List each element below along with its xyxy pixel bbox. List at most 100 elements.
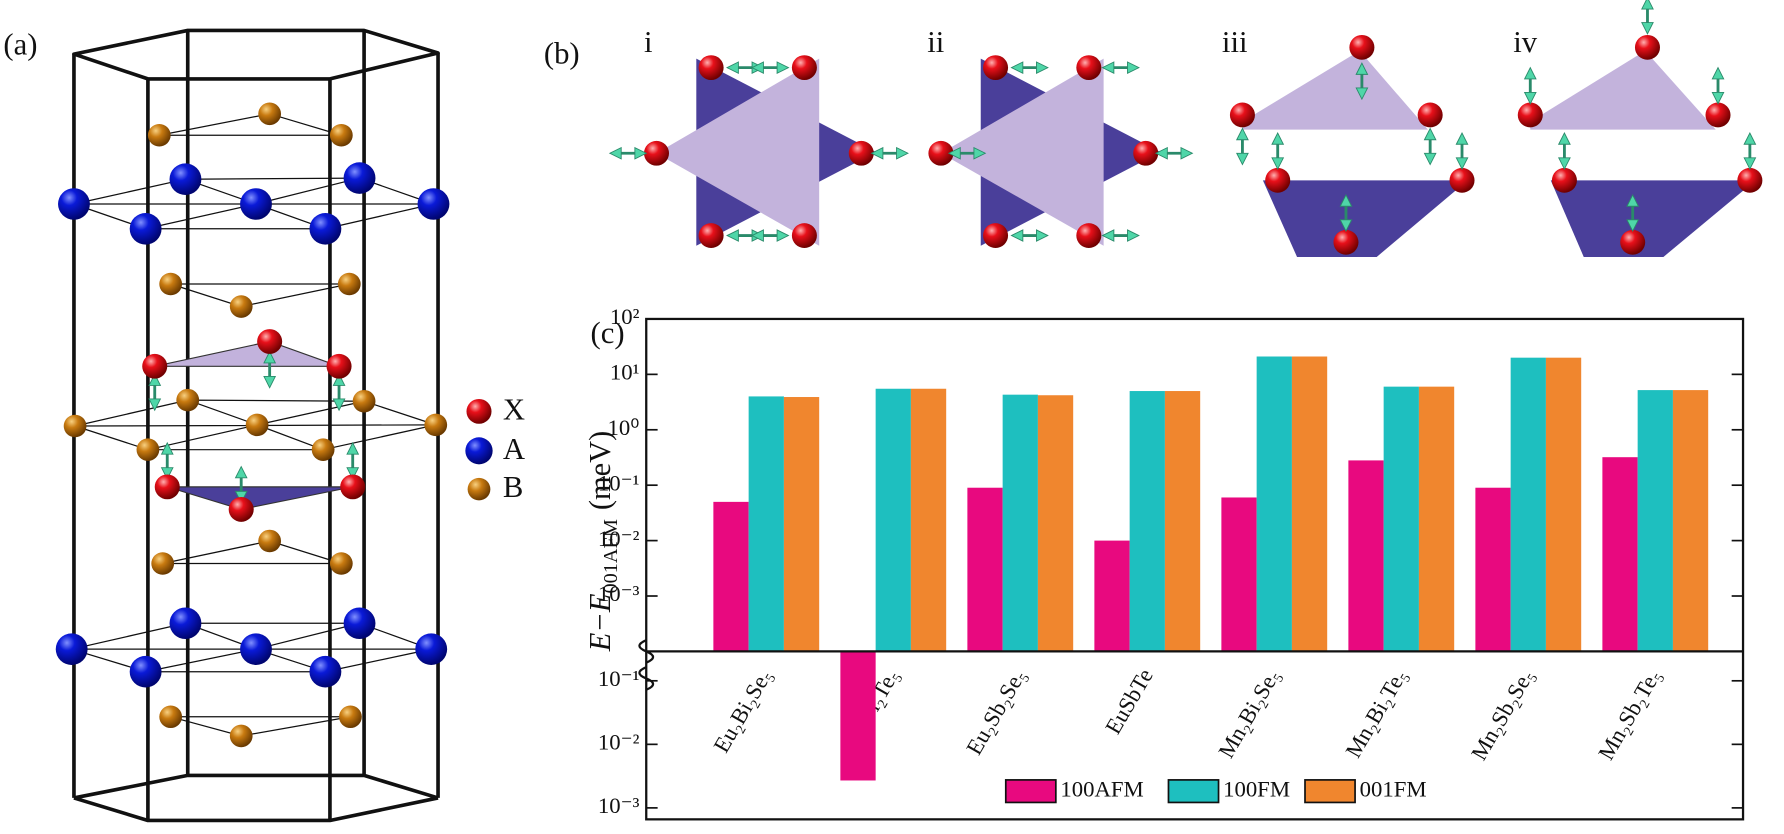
atom: [983, 55, 1009, 81]
atom: [1349, 34, 1375, 60]
spin-arrow: [750, 228, 790, 243]
atom: [698, 55, 724, 81]
y-axis-label: E−E001AFM (meV): [583, 431, 622, 652]
y-label-unit: (meV): [583, 431, 617, 510]
atoms-x: [142, 329, 366, 522]
atom: [1705, 102, 1731, 128]
atom: [245, 413, 269, 437]
panel-label: (c): [590, 316, 624, 350]
triangle-light: [940, 58, 1104, 246]
axis-break: [638, 639, 655, 691]
legend-swatch: [1167, 779, 1220, 804]
plot-frame: [645, 317, 1745, 821]
atom: [169, 163, 202, 195]
bar: [1164, 391, 1201, 652]
spin-arrow: [331, 372, 347, 412]
x-tick-label: Mn₂Sb₂Te₅: [1593, 664, 1666, 764]
atom: [424, 413, 448, 437]
axis-frame: [638, 317, 1745, 821]
atom: [136, 438, 160, 461]
legend-label: 001FM: [1360, 776, 1427, 801]
spin-arrow: [1454, 131, 1470, 171]
atom: [698, 223, 724, 248]
spin-arrow: [1235, 127, 1250, 166]
atom: [1517, 102, 1543, 128]
legend-swatch: [465, 437, 493, 465]
legend-swatch: [1304, 779, 1356, 804]
legend-label: 100AFM: [1060, 776, 1143, 801]
y-tick-label: 10⁰: [608, 415, 640, 440]
atom: [258, 529, 282, 553]
atom: [326, 353, 352, 379]
bar: [748, 396, 784, 652]
spin-arrow: [608, 146, 648, 161]
atom: [791, 223, 817, 248]
bar: [1602, 457, 1638, 652]
spin-arrow: [1557, 131, 1572, 171]
spin-arrow: [160, 441, 175, 481]
atom: [643, 140, 669, 166]
atom: [58, 188, 90, 220]
atom: [147, 123, 171, 147]
atom: [1417, 102, 1443, 128]
bar: [1672, 390, 1709, 652]
atom: [228, 497, 254, 522]
spin-arrow: [1270, 131, 1285, 171]
cell-edge: [73, 773, 439, 800]
atoms-b: [63, 102, 448, 748]
atom: [1076, 223, 1102, 248]
atom: [337, 272, 361, 296]
atoms: [55, 102, 450, 748]
spin-arrow: [870, 146, 910, 161]
legend-swatch: [1004, 779, 1057, 804]
atom-legend: X A B: [465, 393, 525, 504]
atom: [129, 213, 162, 245]
triangle-dark: [1550, 180, 1756, 257]
atom: [1634, 34, 1660, 60]
bar: [713, 501, 749, 652]
y-label-sub: 001AFM: [600, 519, 622, 593]
y-tick-label: 10⁻²: [598, 526, 640, 551]
plot-area: 10⁻³ 10⁻² 10⁻¹ 10⁰ 10¹ 10² 10⁻¹ 10⁻² 10⁻³ Eu₂Bi₂S…: [598, 304, 1744, 818]
config-label: i: [644, 25, 653, 59]
atom: [343, 162, 376, 194]
y-tick-label: 10²: [610, 304, 640, 329]
spin-arrow: [1640, 0, 1655, 36]
spin-arrow: [750, 60, 790, 75]
atom: [159, 272, 183, 296]
spin-arrow: [1423, 127, 1438, 166]
spin-arrow: [1710, 66, 1726, 106]
panel-label: (b): [544, 36, 580, 70]
cell-edge: [72, 28, 440, 81]
spin-arrow: [1101, 228, 1141, 243]
bar: [1348, 460, 1384, 652]
atom: [176, 388, 200, 412]
x-tick-label: Eu₂Bi₂Se₅: [708, 664, 776, 756]
spin-arrow: [1101, 60, 1141, 75]
y-label-main: E−E: [583, 593, 617, 652]
panel-label: (a): [3, 27, 37, 61]
triangle-light: [656, 58, 820, 246]
spin-arrow: [1742, 131, 1757, 171]
atom: [1133, 140, 1159, 166]
atom: [417, 188, 450, 220]
atom: [415, 633, 448, 665]
atom: [1333, 229, 1359, 255]
bond: [170, 716, 351, 737]
atom: [240, 188, 272, 220]
triangle-light: [1242, 50, 1428, 130]
bar: [1418, 386, 1455, 652]
spin-arrow: [1154, 146, 1194, 161]
atom: [169, 607, 202, 640]
y-tick-label: 10⁻³: [598, 793, 640, 818]
atom: [309, 213, 342, 245]
atom: [55, 633, 88, 665]
legend-swatch: [466, 398, 492, 424]
legend-label: A: [503, 432, 525, 466]
spin-arrow: [1010, 60, 1050, 75]
bar: [840, 651, 876, 781]
atom: [229, 295, 253, 318]
atom: [1076, 55, 1102, 81]
atom: [1449, 167, 1475, 193]
